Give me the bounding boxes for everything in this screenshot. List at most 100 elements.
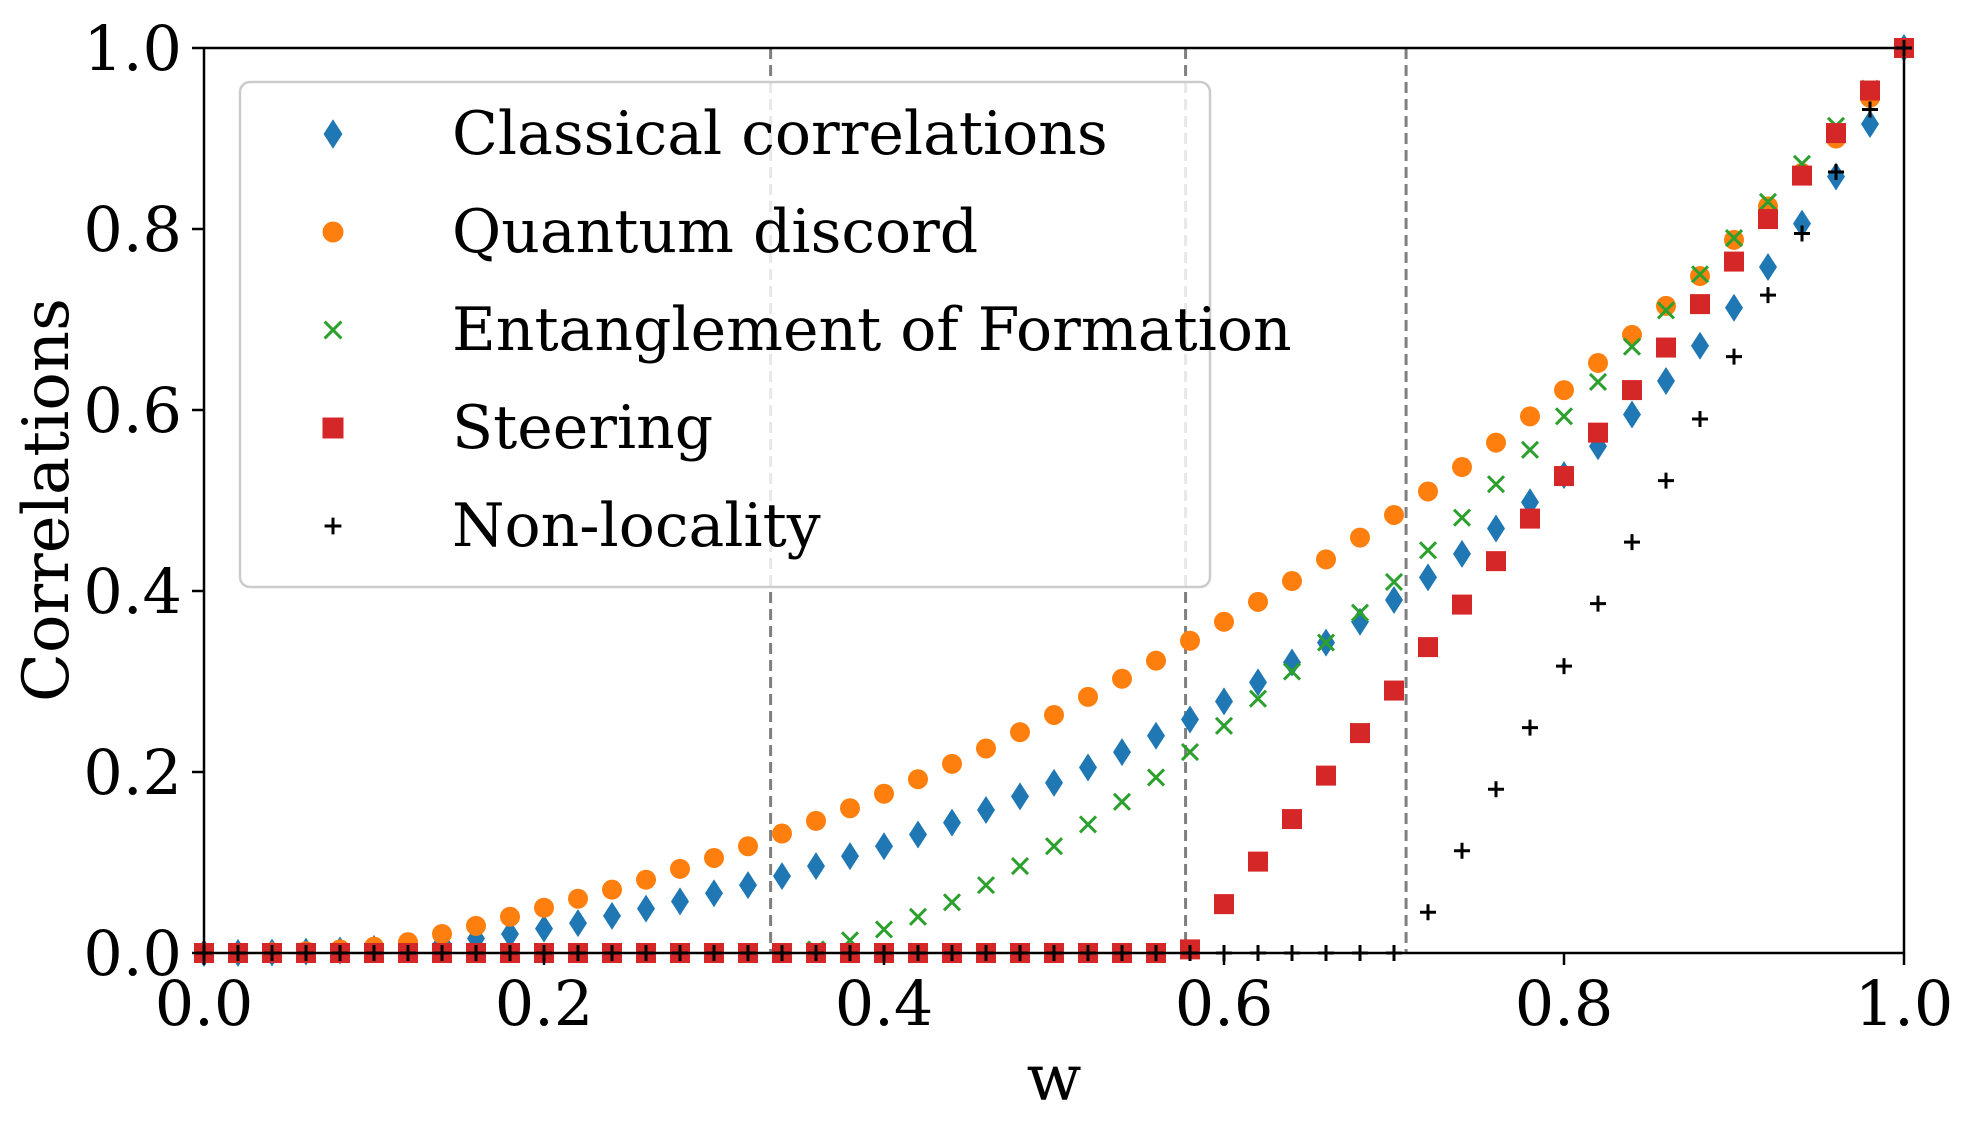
point-s1-30 [1214, 611, 1234, 632]
point-s4-46 [1760, 287, 1776, 304]
point-s0-34 [1351, 607, 1369, 636]
legend-label-2: Entanglement of Formation [452, 295, 1292, 365]
point-s0-20 [875, 832, 893, 861]
y-tick-label-5: 1.0 [83, 12, 182, 85]
point-s3-35 [1384, 680, 1404, 701]
point-s2-22 [942, 893, 962, 912]
y-tick-label-0: 0.0 [83, 917, 182, 990]
point-s1-35 [1384, 504, 1404, 525]
point-s3-38 [1486, 551, 1506, 572]
point-s0-22 [943, 808, 961, 837]
point-s0-19 [841, 842, 859, 871]
point-s1-36 [1418, 481, 1438, 502]
point-s0-31 [1249, 668, 1267, 697]
legend-label-0: Classical correlations [452, 99, 1108, 169]
point-s1-19 [840, 798, 860, 819]
y-tick-label-2: 0.4 [83, 555, 182, 628]
point-s0-24 [1011, 782, 1029, 811]
point-s0-38 [1487, 514, 1505, 543]
point-s1-17 [772, 823, 792, 844]
point-s2-21 [908, 907, 928, 926]
point-s1-22 [942, 753, 962, 774]
point-s2-38 [1486, 475, 1506, 494]
point-s4-40 [1556, 658, 1572, 675]
point-s0-46 [1759, 253, 1777, 282]
point-s0-45 [1725, 293, 1743, 322]
point-s0-49 [1861, 110, 1879, 139]
point-s3-43 [1656, 337, 1676, 358]
point-s1-20 [874, 783, 894, 804]
point-s1-7 [432, 923, 452, 944]
point-s2-34 [1350, 603, 1370, 622]
legend-label-4: Non-locality [452, 491, 821, 561]
point-s3-48 [1826, 123, 1846, 144]
point-s2-29 [1180, 743, 1200, 762]
point-s1-11 [568, 888, 588, 909]
legend-marker-3 [322, 417, 344, 439]
point-s2-24 [1010, 857, 1030, 876]
point-s1-18 [806, 810, 826, 831]
point-s2-36 [1418, 541, 1438, 560]
point-s2-33 [1316, 633, 1336, 652]
point-s1-42 [1622, 324, 1642, 345]
point-s3-39 [1520, 508, 1540, 529]
point-s3-46 [1758, 209, 1778, 230]
point-s2-35 [1384, 572, 1404, 592]
point-s0-15 [705, 879, 723, 908]
point-s0-13 [637, 894, 655, 923]
point-s4-37 [1454, 842, 1470, 859]
point-s2-37 [1452, 508, 1472, 527]
legend-marker-1 [322, 221, 344, 243]
point-s4-41 [1590, 595, 1606, 612]
point-s3-30 [1214, 894, 1234, 915]
point-s0-14 [671, 887, 689, 916]
point-s2-40 [1554, 407, 1574, 426]
point-s0-35 [1385, 586, 1403, 615]
point-s3-37 [1452, 594, 1472, 615]
point-s2-39 [1520, 440, 1540, 459]
y-tick-label-1: 0.2 [83, 736, 182, 809]
point-s3-41 [1588, 422, 1608, 443]
point-s2-30 [1214, 716, 1234, 735]
point-s1-15 [704, 847, 724, 868]
point-s0-18 [807, 852, 825, 881]
point-s0-28 [1147, 721, 1165, 750]
point-s4-43 [1658, 472, 1674, 489]
series-3 [194, 38, 1914, 963]
point-s1-29 [1180, 630, 1200, 651]
point-s3-40 [1554, 466, 1574, 487]
point-s4-44 [1692, 411, 1708, 428]
point-s0-47 [1793, 209, 1811, 238]
point-s1-26 [1078, 686, 1098, 707]
point-s2-25 [1044, 837, 1064, 856]
point-s1-28 [1146, 650, 1166, 671]
point-s1-24 [1010, 722, 1030, 743]
point-s0-16 [739, 871, 757, 900]
x-tick-label-1: 0.2 [495, 967, 594, 1040]
point-s0-29 [1181, 705, 1199, 734]
point-s1-8 [466, 915, 486, 936]
point-s1-14 [670, 858, 690, 879]
point-s3-47 [1792, 165, 1812, 186]
point-s3-32 [1282, 809, 1302, 830]
legend-label-3: Steering [452, 393, 713, 463]
point-s0-10 [535, 914, 553, 943]
legend: Classical correlations Quantum discord Ent… [238, 80, 1292, 589]
point-s1-9 [500, 906, 520, 927]
point-s0-26 [1079, 753, 1097, 782]
point-s0-30 [1215, 687, 1233, 716]
point-s4-42 [1624, 534, 1640, 551]
x-axis-label: w [1027, 1042, 1082, 1116]
point-s0-9 [501, 919, 519, 948]
point-s1-31 [1248, 591, 1268, 612]
point-s2-20 [874, 920, 894, 939]
y-tick-label-3: 0.6 [83, 374, 182, 447]
point-s2-23 [976, 876, 996, 895]
point-s1-33 [1316, 549, 1336, 570]
point-s1-27 [1112, 668, 1132, 689]
legend-marker-0 [323, 119, 343, 149]
point-s2-32 [1282, 662, 1302, 681]
x-tick-label-0: 0.0 [155, 967, 254, 1040]
point-s0-11 [569, 909, 587, 938]
y-tick-label-4: 0.8 [83, 193, 182, 266]
